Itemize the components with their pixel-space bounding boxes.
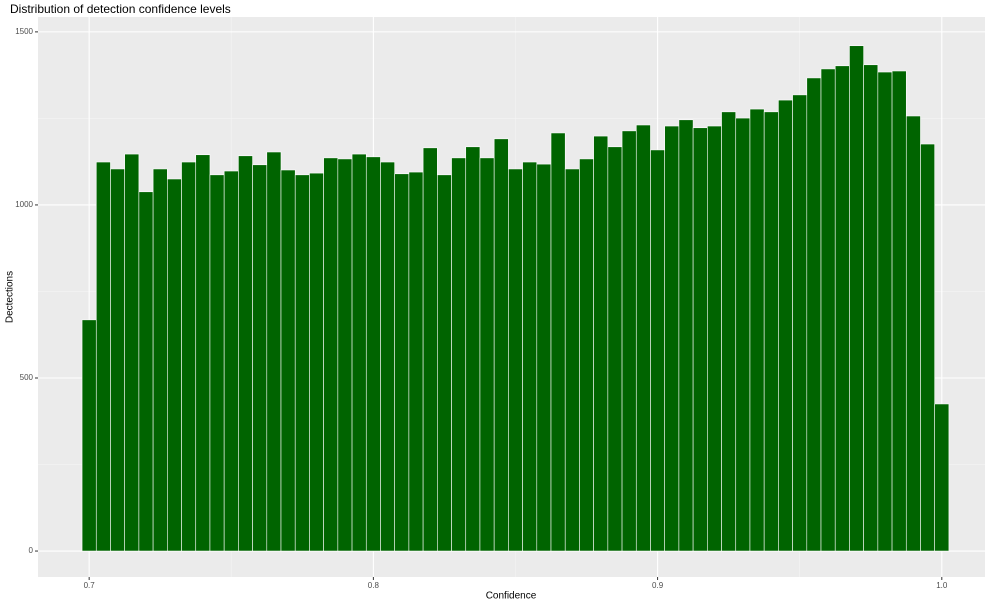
bar [81,319,97,552]
y-tick-label: 500 [20,373,34,382]
bar [266,151,282,552]
bar [351,153,367,552]
bar [394,173,410,552]
y-tick-label: 1500 [15,27,33,36]
bar [735,117,751,552]
bar [593,135,609,552]
x-axis-label: Confidence [486,591,537,602]
bar [834,65,850,552]
bar [820,68,836,552]
bar [920,143,935,552]
bar [422,147,438,552]
bar [337,158,353,552]
bar [692,127,708,552]
bar [167,178,182,552]
bar [863,64,879,552]
y-axis-label: Dectections [5,271,16,323]
bar [650,149,665,552]
x-tick-label: 0.8 [368,581,380,590]
chart-title: Distribution of detection confidence lev… [10,2,231,16]
bar [252,164,268,552]
bar [806,77,822,552]
bar [522,161,538,552]
bar [223,170,239,552]
bar [564,168,580,552]
bar [309,172,324,552]
bar [792,94,808,552]
y-tick-label: 1000 [15,200,33,209]
bar [365,156,381,552]
bar [550,132,566,552]
bar [465,146,481,552]
bar [323,157,339,552]
bar [607,146,623,552]
bar [891,70,907,552]
bar [778,99,793,552]
bar [536,163,552,552]
bar [763,111,779,552]
x-tick-label: 0.9 [652,581,664,590]
bar [849,45,864,552]
y-tick-label: 0 [29,546,34,555]
bar [437,174,452,552]
bar [408,171,424,552]
bar [493,138,509,552]
bar [95,161,111,552]
bar [707,125,722,552]
bar [124,153,140,552]
bar [280,169,296,552]
bar [678,119,694,552]
bar [749,108,765,552]
bar [905,115,921,552]
bar [238,155,253,552]
x-tick-label: 1.0 [936,581,948,590]
bar [294,174,310,552]
bar [181,161,197,552]
bar [451,157,467,552]
bar [635,124,651,552]
bar [195,154,211,552]
bar [209,174,225,552]
bar [664,125,680,552]
bar [621,130,637,552]
bar [110,168,125,552]
x-tick-label: 0.7 [84,581,96,590]
bar [138,191,154,552]
bar [579,158,594,552]
bar [479,157,495,552]
bar [934,403,950,552]
bar [508,168,523,552]
bar [380,161,395,552]
bar [721,111,737,552]
bar [152,168,168,552]
bar [877,71,893,552]
